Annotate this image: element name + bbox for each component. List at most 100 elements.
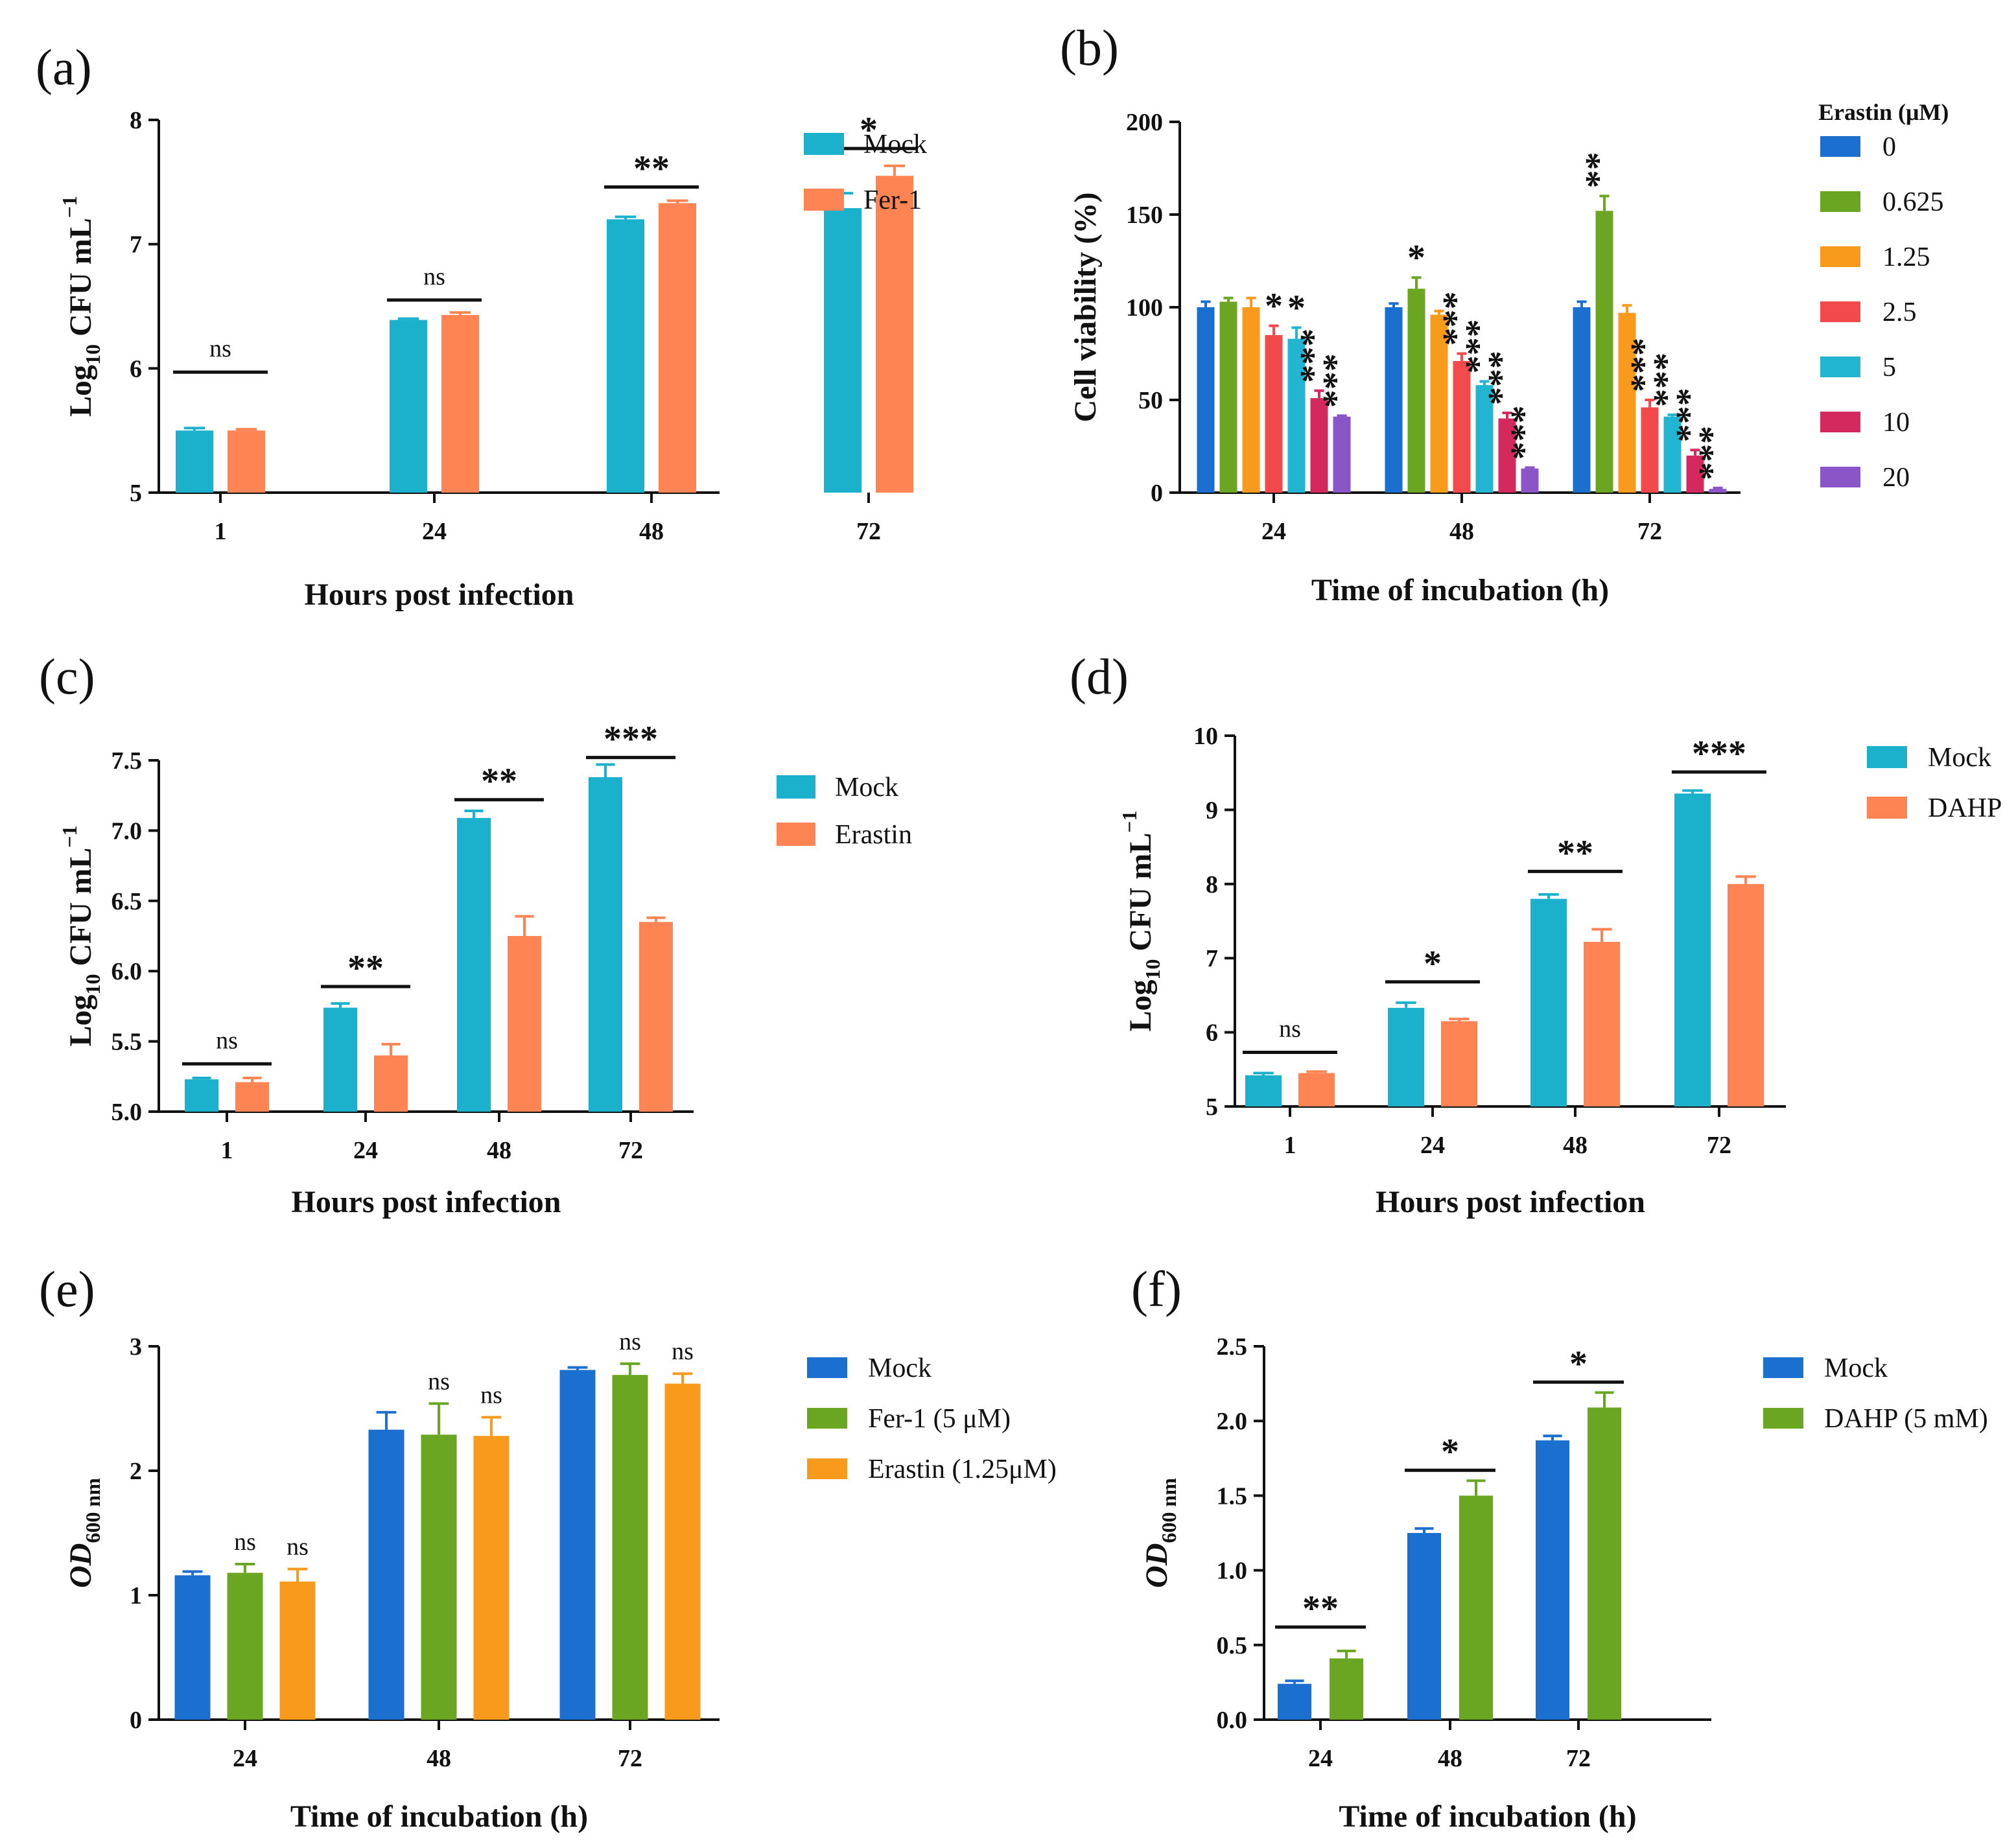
significance-label: *** [604, 719, 658, 760]
x-axis-label: Time of incubation (h) [1311, 573, 1609, 607]
significance-label: ns [428, 1368, 450, 1395]
x-tick-label: 48 [1563, 1132, 1588, 1159]
x-tick-label: 24 [1420, 1132, 1445, 1159]
y-tick-label: 9 [1206, 797, 1218, 824]
significance-label: ** [1578, 152, 1619, 188]
x-axis-label: Hours post infection [304, 578, 574, 612]
y-tick-label: 7 [130, 231, 142, 259]
y-tick-label: 6.5 [111, 888, 143, 915]
y-tick-label: 7.5 [111, 747, 143, 775]
legend-swatch [777, 775, 815, 799]
x-tick-label: 1 [221, 1137, 233, 1164]
y-tick-label: 2.5 [1217, 1333, 1248, 1361]
legend-label: 20 [1882, 463, 1910, 493]
y-tick-label: 50 [1138, 387, 1163, 414]
legend-swatch [1820, 357, 1860, 377]
significance-label: ** [347, 948, 384, 988]
panel-label: (d) [1070, 648, 1129, 705]
y-tick-label: 100 [1126, 294, 1163, 322]
y-tick-label: 10 [1193, 723, 1218, 750]
significance-label: ns [234, 1528, 256, 1556]
bar-fer-1-1 [228, 430, 265, 493]
x-tick-label: 1 [1284, 1132, 1296, 1159]
bar-1-25-24 [1242, 307, 1260, 493]
significance-label: * [1265, 287, 1283, 327]
panel-a: (a) 5 6 7 8 Log10 CFU mL−1 Hours post infectio… [36, 39, 927, 612]
legend-swatch [807, 1408, 847, 1429]
legend-swatch [807, 1458, 847, 1479]
legend-label: 10 [1882, 408, 1910, 438]
y-tick-label: 3 [130, 1333, 142, 1361]
significance-label: *** [1316, 353, 1356, 408]
legend-label: Fer-1 (5 μM) [868, 1404, 1011, 1434]
bar-5-72 [1663, 416, 1682, 493]
x-tick-label: 72 [1707, 1132, 1731, 1159]
x-tick-label: 48 [427, 1745, 451, 1772]
significance-label: *** [1293, 329, 1333, 383]
y-tick-label: 2.0 [1217, 1408, 1248, 1435]
legend-label: Mock [868, 1353, 932, 1383]
bar-0-72 [1573, 307, 1591, 493]
y-tick-label: 7 [1206, 945, 1218, 972]
bar-2-5-48 [1453, 360, 1471, 493]
legend-label: DAHP [1928, 793, 2002, 823]
bar-fer-1-5-m--48 [421, 1434, 457, 1720]
legend-label: Mock [835, 773, 898, 802]
x-tick-label: 24 [1308, 1745, 1333, 1772]
bar-erastin-48 [508, 936, 541, 1112]
significance-label: ns [1279, 1015, 1301, 1042]
y-axis-label: Cell viability (%) [1068, 193, 1103, 423]
panel-label: (b) [1060, 19, 1119, 76]
y-tick-label: 1 [130, 1582, 142, 1609]
significance-label: ** [481, 762, 517, 802]
bar-mock-24 [1278, 1683, 1311, 1720]
significance-label: *** [1669, 388, 1709, 442]
y-tick-label: 1.0 [1217, 1558, 1248, 1585]
bar-fer-1-5-m--24 [227, 1573, 263, 1720]
y-tick-label: 7.0 [111, 817, 143, 845]
bar-erastin-1-25-m--48 [473, 1436, 510, 1720]
bar-10-48 [1498, 418, 1516, 493]
significance-label: *** [1459, 319, 1499, 373]
significance-label: ns [287, 1534, 309, 1561]
bar-mock-48 [368, 1429, 404, 1720]
y-tick-label: 0 [1151, 480, 1163, 507]
y-tick-label: 0.5 [1217, 1632, 1248, 1659]
bar-mock-1 [185, 1079, 218, 1112]
bar-fer-1-24 [441, 314, 479, 493]
bar-1-25-72 [1618, 312, 1636, 493]
significance-label: *** [1692, 426, 1732, 480]
bar-fer-1-48 [659, 203, 696, 493]
bar-mock-48 [457, 817, 491, 1112]
bar-mock-48 [1530, 898, 1567, 1106]
panel-label: (a) [36, 39, 92, 95]
significance-label: * [860, 110, 878, 150]
bar-mock-1 [176, 430, 213, 493]
bar-dahp-24 [1441, 1021, 1477, 1106]
y-tick-label: 1.5 [1217, 1482, 1248, 1510]
x-axis-label: Time of incubation (h) [290, 1799, 588, 1834]
y-tick-label: 200 [1126, 109, 1163, 136]
bar-dahp-5-mm--24 [1330, 1658, 1363, 1720]
bar-mock-72 [824, 208, 861, 493]
bar-mock-72 [589, 777, 622, 1112]
x-tick-label: 72 [1566, 1745, 1591, 1772]
x-tick-label: 72 [618, 1137, 643, 1164]
y-tick-label: 6.0 [111, 958, 143, 985]
bar-10-72 [1686, 455, 1704, 493]
y-tick-label: 0 [130, 1707, 142, 1734]
y-tick-label: 6 [130, 355, 142, 382]
bar-mock-24 [390, 320, 427, 493]
bar-dahp-1 [1298, 1073, 1335, 1106]
y-tick-label: 6 [1206, 1020, 1218, 1047]
legend-swatch [807, 1357, 847, 1378]
bar-0-625-72 [1595, 211, 1613, 493]
x-tick-label: 24 [422, 518, 447, 545]
legend-swatch [1820, 412, 1860, 432]
significance-label: ns [209, 335, 231, 362]
x-tick-label: 24 [1261, 518, 1286, 545]
x-tick-label: 48 [487, 1137, 511, 1164]
bar-dahp-5-mm--48 [1459, 1495, 1493, 1720]
bar-0-625-48 [1407, 288, 1425, 493]
x-tick-label: 1 [215, 518, 227, 545]
